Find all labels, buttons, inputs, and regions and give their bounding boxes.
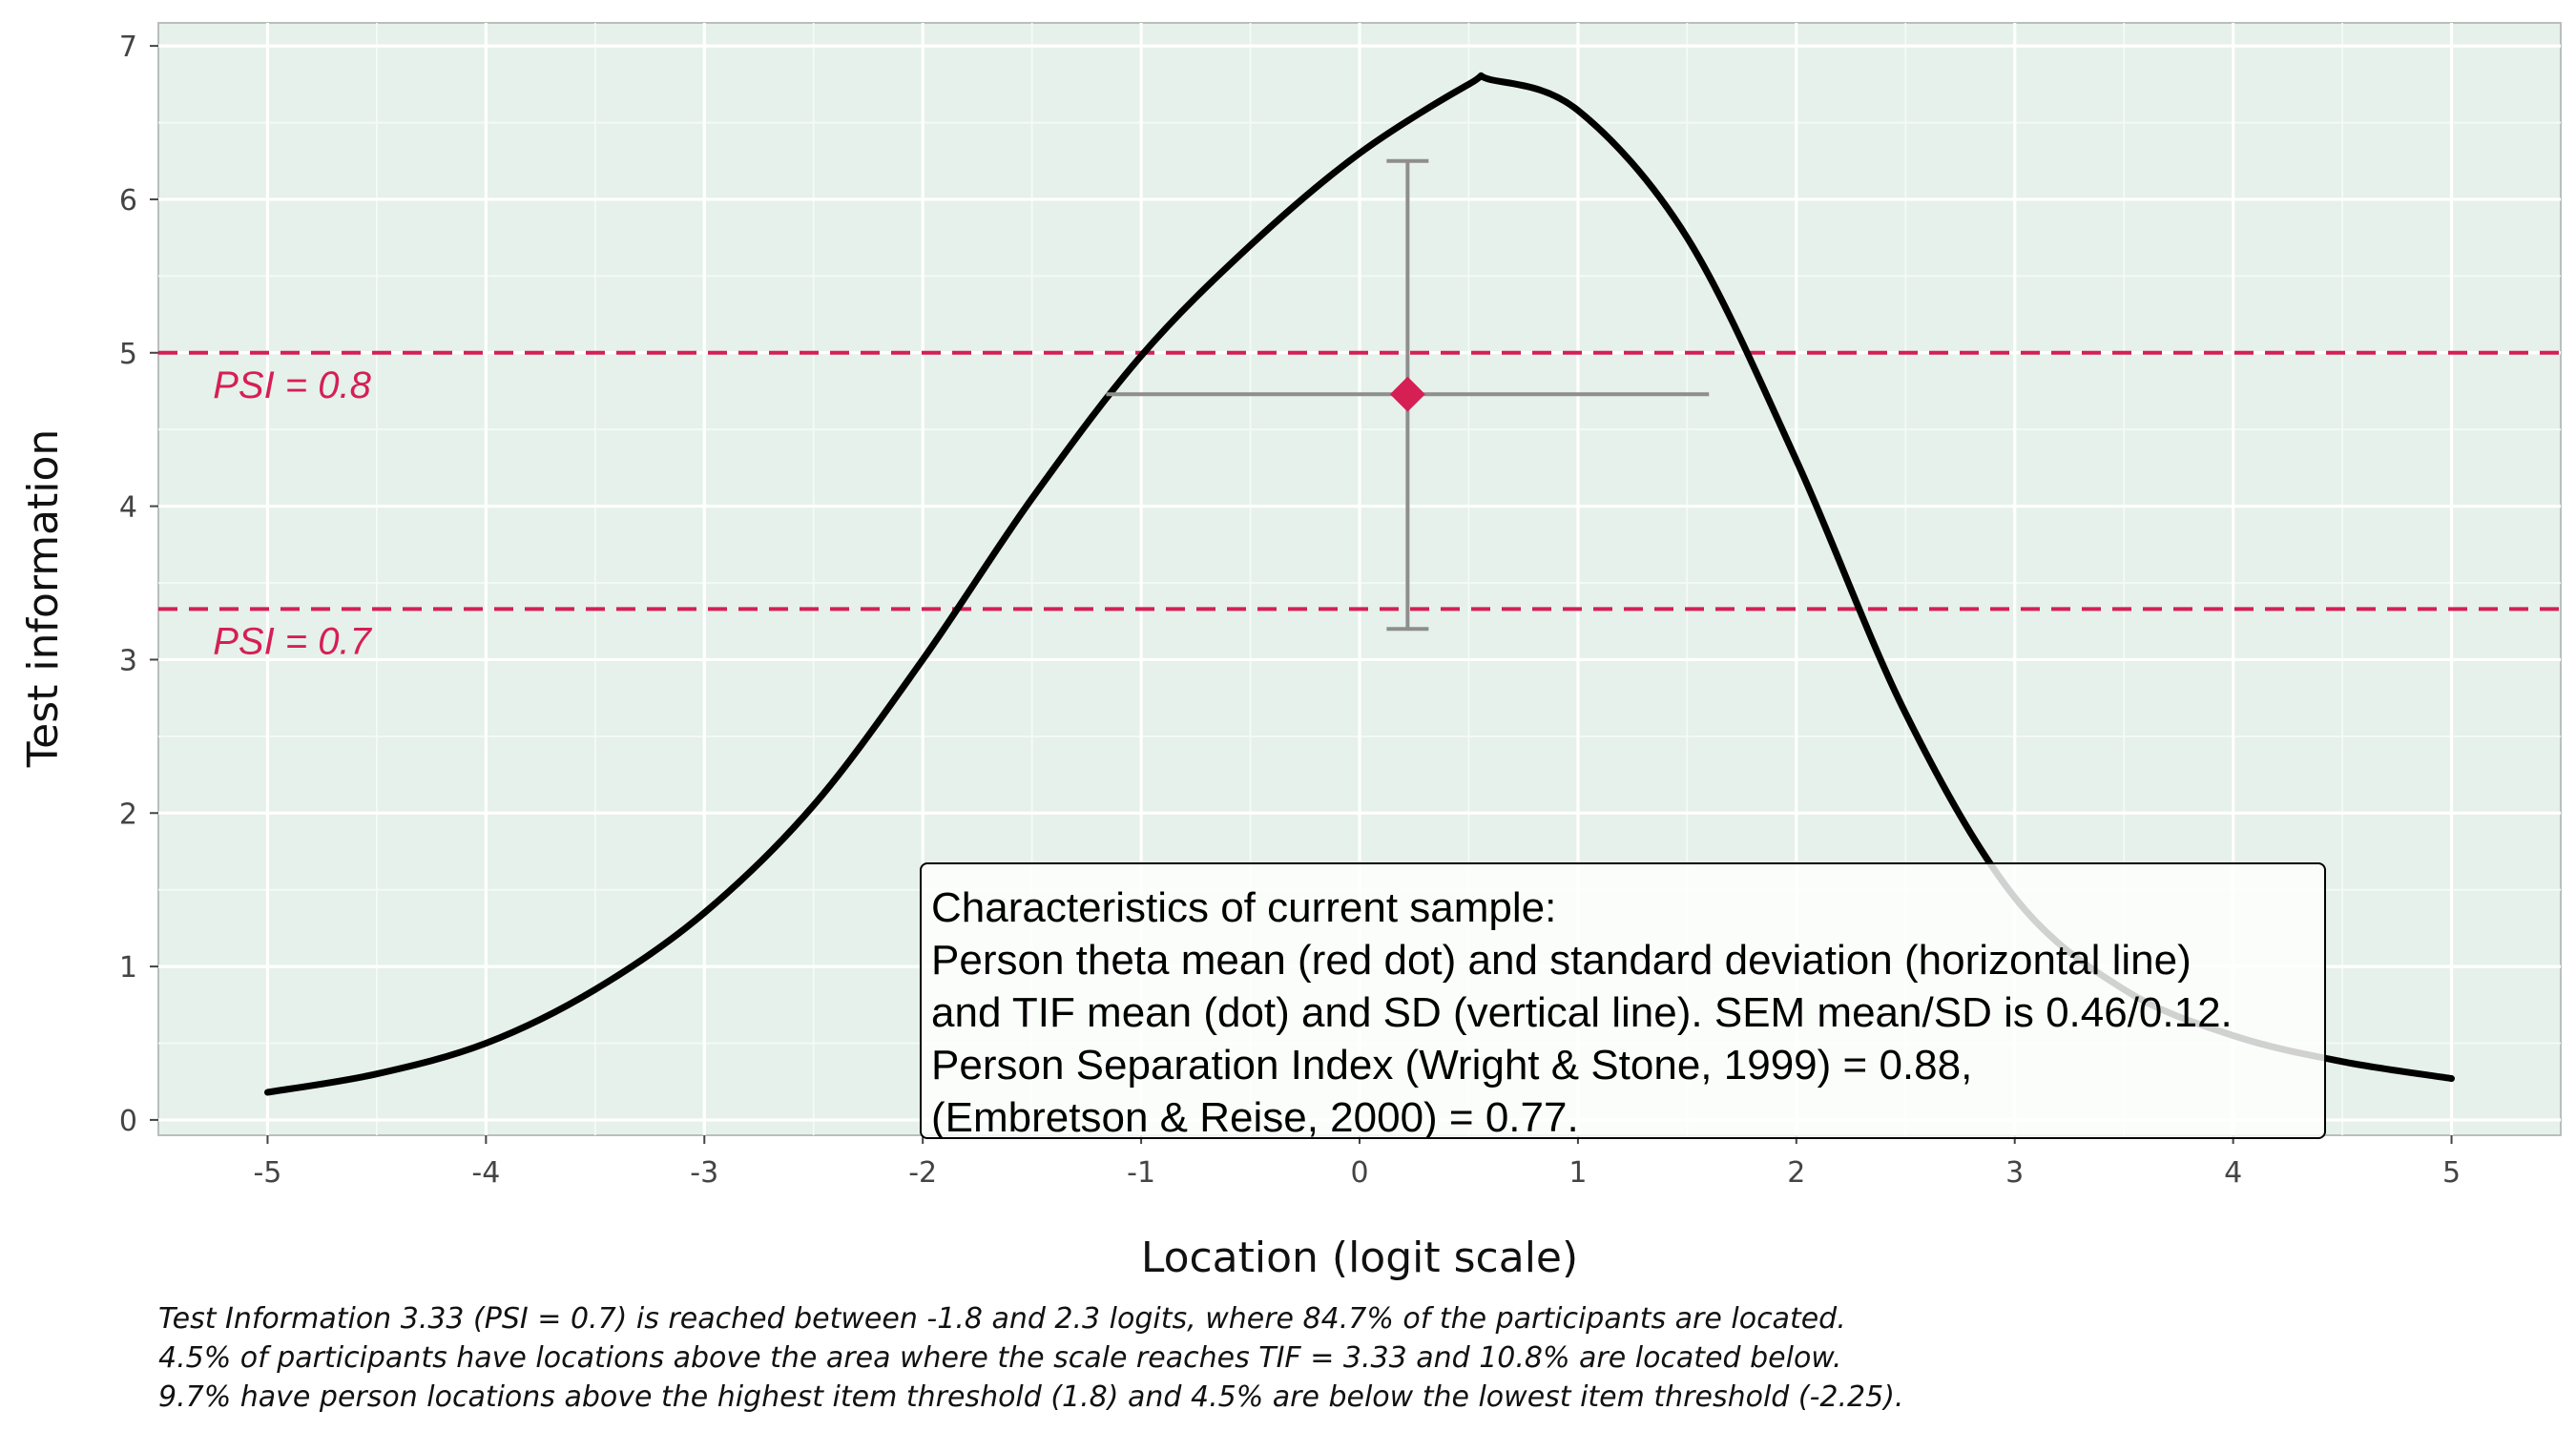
x-tick-label: -2 — [908, 1156, 937, 1190]
x-tick-label: -4 — [471, 1156, 500, 1190]
y-tick-label: 3 — [119, 644, 137, 677]
y-axis-title: Test information — [19, 429, 68, 769]
y-tick-label: 1 — [119, 951, 137, 985]
annotation-line: and TIF mean (dot) and SD (vertical line… — [931, 989, 2233, 1036]
y-tick-label: 6 — [119, 184, 137, 218]
x-tick-label: 2 — [1787, 1156, 1805, 1190]
x-tick-label: 5 — [2442, 1156, 2461, 1190]
y-tick-label: 5 — [119, 338, 137, 371]
sample-characteristics-box: Characteristics of current sample: Perso… — [920, 862, 2326, 1139]
psi-reference-label: PSI = 0.8 — [213, 364, 371, 406]
y-tick-label: 2 — [119, 798, 137, 831]
y-tick-label: 7 — [119, 31, 137, 64]
caption-line: 9.7% have person locations above the hig… — [158, 1380, 1904, 1414]
caption-line: Test Information 3.33 (PSI = 0.7) is rea… — [158, 1302, 1846, 1336]
annotation-line: Person theta mean (red dot) and standard… — [931, 937, 2192, 984]
person-mean-marker — [1389, 376, 1425, 412]
x-tick-label: -5 — [253, 1156, 281, 1190]
caption-line: 4.5% of participants have locations abov… — [158, 1341, 1842, 1375]
x-tick-label: 0 — [1350, 1156, 1368, 1190]
person-summary-layer — [1106, 158, 1710, 632]
x-tick-label: -1 — [1127, 1156, 1155, 1190]
x-tick-label: 4 — [2224, 1156, 2242, 1190]
axes-layer: -5 -4 -3 -2 -1 0 1 2 3 4 5 0 1 2 3 4 5 6 7 Location (logit … — [19, 31, 2461, 1282]
x-axis-title: Location (logit scale) — [1141, 1234, 1578, 1282]
x-tick-label: 1 — [1568, 1156, 1587, 1190]
x-tick-label: -3 — [690, 1156, 718, 1190]
psi-reference-label: PSI = 0.7 — [213, 620, 372, 662]
chart-caption: Test Information 3.33 (PSI = 0.7) is rea… — [158, 1299, 2448, 1417]
annotation-line: Person Separation Index (Wright & Stone,… — [931, 1042, 1973, 1089]
x-tick-label: 3 — [2005, 1156, 2024, 1190]
annotation-line: (Embretson & Reise, 2000) = 0.77. — [931, 1094, 1579, 1139]
y-tick-label: 4 — [119, 491, 137, 525]
reference-lines-layer: PSI = 0.8 PSI = 0.7 — [158, 350, 2561, 662]
y-tick-label: 0 — [119, 1105, 137, 1138]
annotation-line: Characteristics of current sample: — [931, 884, 1557, 931]
